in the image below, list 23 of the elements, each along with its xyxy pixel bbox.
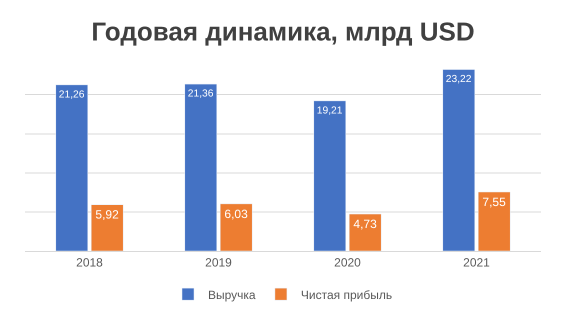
x-tick-label: 2020 <box>334 255 362 270</box>
x-tick-label: 2018 <box>76 255 104 270</box>
bar <box>442 69 475 251</box>
bar <box>91 204 124 251</box>
data-label: 19,21 <box>316 105 343 116</box>
legend-label: Выручка <box>208 288 256 302</box>
x-tick-label: 2021 <box>463 255 490 270</box>
chart-title: Годовая динамика, млрд USD <box>91 16 475 47</box>
data-label: 23,22 <box>446 74 472 85</box>
legend-label: Чистая прибыль <box>300 288 392 302</box>
bar <box>314 100 346 251</box>
data-label: 6,03 <box>224 206 248 221</box>
data-label: 5,92 <box>95 208 120 222</box>
bar <box>220 204 252 251</box>
bar <box>184 84 217 251</box>
bar <box>349 214 382 251</box>
data-label: 21,36 <box>188 88 214 100</box>
data-label: 21,26 <box>58 89 85 100</box>
bar <box>56 84 88 251</box>
data-label: 4,73 <box>353 217 378 232</box>
bar <box>478 192 510 251</box>
x-tick-label: 2019 <box>205 255 232 270</box>
data-label: 7,55 <box>482 195 506 209</box>
